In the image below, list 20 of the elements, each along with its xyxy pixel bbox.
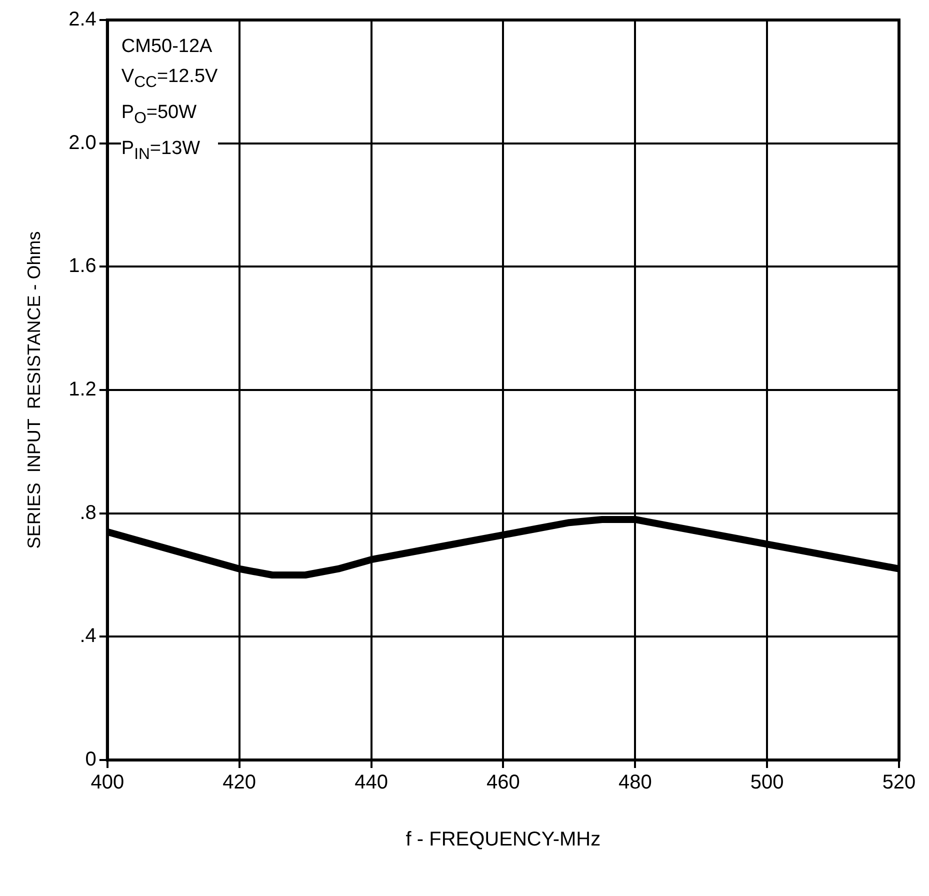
y-tick-label: .4 xyxy=(80,625,96,648)
x-axis-title: f - FREQUENCY-MHz xyxy=(406,828,601,851)
y-tick-label: 2.0 xyxy=(68,132,96,154)
y-tick-label: 1.6 xyxy=(68,255,96,278)
x-tick-label: 400 xyxy=(90,772,124,794)
x-tick-label: 440 xyxy=(354,772,388,794)
x-tick-label: 480 xyxy=(618,772,652,794)
annotation: V$_{CC}$=12.5V xyxy=(121,65,218,93)
y-tick-label: 0 xyxy=(85,748,96,771)
y-tick-label: .8 xyxy=(80,502,96,524)
y-tick-label: 1.2 xyxy=(68,378,96,401)
annotation: CM50-12A xyxy=(121,35,214,59)
x-tick-label: 520 xyxy=(882,772,916,794)
x-tick-label: 500 xyxy=(750,772,784,794)
x-tick-label: 420 xyxy=(222,772,256,794)
y-tick-label: 2.4 xyxy=(68,8,96,31)
x-tick-label: 460 xyxy=(486,772,520,794)
y-axis-title: SERIES INPUT RESISTANCE - Ohms xyxy=(24,231,44,549)
annotation: P$_{IN}$=13W xyxy=(121,136,202,164)
annotation: P$_{O}$=50W xyxy=(121,100,198,129)
